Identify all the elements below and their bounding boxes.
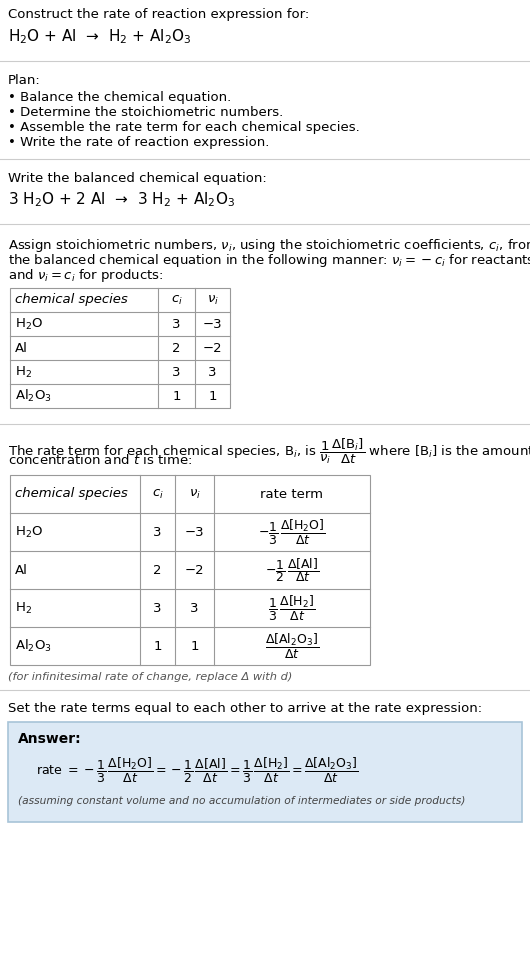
Text: the balanced chemical equation in the following manner: $\nu_i = -c_i$ for react: the balanced chemical equation in the fo… bbox=[8, 252, 530, 269]
Text: and $\nu_i = c_i$ for products:: and $\nu_i = c_i$ for products: bbox=[8, 267, 164, 284]
Text: 1: 1 bbox=[190, 639, 199, 653]
Text: −2: −2 bbox=[184, 563, 204, 577]
Text: $\nu_i$: $\nu_i$ bbox=[207, 294, 218, 306]
Text: H$_2$O: H$_2$O bbox=[15, 316, 43, 332]
Text: 3: 3 bbox=[172, 317, 181, 331]
Text: chemical species: chemical species bbox=[15, 487, 128, 501]
FancyBboxPatch shape bbox=[8, 722, 522, 822]
Bar bbox=[10, 288, 230, 408]
Bar bbox=[10, 475, 370, 665]
Text: 1: 1 bbox=[208, 389, 217, 402]
Text: 3: 3 bbox=[208, 365, 217, 379]
Text: Construct the rate of reaction expression for:: Construct the rate of reaction expressio… bbox=[8, 8, 309, 21]
Text: 2: 2 bbox=[172, 342, 181, 354]
Text: 3: 3 bbox=[153, 601, 162, 615]
Text: $\dfrac{1}{3}\,\dfrac{\Delta[\mathrm{H_2}]}{\Delta t}$: $\dfrac{1}{3}\,\dfrac{\Delta[\mathrm{H_2… bbox=[268, 593, 316, 623]
Text: Al: Al bbox=[15, 563, 28, 577]
Text: $c_i$: $c_i$ bbox=[152, 487, 163, 501]
Text: 1: 1 bbox=[172, 389, 181, 402]
Text: H$_2$: H$_2$ bbox=[15, 600, 32, 616]
Text: Set the rate terms equal to each other to arrive at the rate expression:: Set the rate terms equal to each other t… bbox=[8, 702, 482, 715]
Text: Al$_2$O$_3$: Al$_2$O$_3$ bbox=[15, 638, 52, 654]
Text: H$_2$: H$_2$ bbox=[15, 364, 32, 380]
Text: Answer:: Answer: bbox=[18, 732, 82, 746]
Text: Assign stoichiometric numbers, $\nu_i$, using the stoichiometric coefficients, $: Assign stoichiometric numbers, $\nu_i$, … bbox=[8, 237, 530, 254]
Text: $-\dfrac{1}{3}\,\dfrac{\Delta[\mathrm{H_2O}]}{\Delta t}$: $-\dfrac{1}{3}\,\dfrac{\Delta[\mathrm{H_… bbox=[258, 517, 326, 547]
Text: 3: 3 bbox=[153, 525, 162, 539]
Text: $-\dfrac{1}{2}\,\dfrac{\Delta[\mathrm{Al}]}{\Delta t}$: $-\dfrac{1}{2}\,\dfrac{\Delta[\mathrm{Al… bbox=[265, 556, 319, 584]
Text: −2: −2 bbox=[202, 342, 222, 354]
Text: −3: −3 bbox=[202, 317, 222, 331]
Text: 3: 3 bbox=[190, 601, 199, 615]
Text: 3: 3 bbox=[172, 365, 181, 379]
Text: concentration and $t$ is time:: concentration and $t$ is time: bbox=[8, 453, 192, 467]
Text: (assuming constant volume and no accumulation of intermediates or side products): (assuming constant volume and no accumul… bbox=[18, 796, 465, 806]
Text: 3 H$_2$O + 2 Al  →  3 H$_2$ + Al$_2$O$_3$: 3 H$_2$O + 2 Al → 3 H$_2$ + Al$_2$O$_3$ bbox=[8, 190, 235, 209]
Text: Write the balanced chemical equation:: Write the balanced chemical equation: bbox=[8, 172, 267, 185]
Text: rate $= -\dfrac{1}{3}\,\dfrac{\Delta[\mathrm{H_2O}]}{\Delta t}= -\dfrac{1}{2}\,\: rate $= -\dfrac{1}{3}\,\dfrac{\Delta[\ma… bbox=[36, 756, 359, 785]
Text: • Balance the chemical equation.: • Balance the chemical equation. bbox=[8, 91, 231, 104]
Text: 1: 1 bbox=[153, 639, 162, 653]
Text: −3: −3 bbox=[184, 525, 204, 539]
Text: chemical species: chemical species bbox=[15, 294, 128, 306]
Text: • Assemble the rate term for each chemical species.: • Assemble the rate term for each chemic… bbox=[8, 121, 360, 134]
Text: Plan:: Plan: bbox=[8, 74, 41, 87]
Text: (for infinitesimal rate of change, replace Δ with d): (for infinitesimal rate of change, repla… bbox=[8, 672, 293, 682]
Text: Al: Al bbox=[15, 342, 28, 354]
Text: $\dfrac{\Delta[\mathrm{Al_2O_3}]}{\Delta t}$: $\dfrac{\Delta[\mathrm{Al_2O_3}]}{\Delta… bbox=[265, 631, 319, 661]
Text: $c_i$: $c_i$ bbox=[171, 294, 182, 306]
Text: Al$_2$O$_3$: Al$_2$O$_3$ bbox=[15, 387, 52, 404]
Text: 2: 2 bbox=[153, 563, 162, 577]
Text: H$_2$O + Al  →  H$_2$ + Al$_2$O$_3$: H$_2$O + Al → H$_2$ + Al$_2$O$_3$ bbox=[8, 27, 192, 46]
Text: • Determine the stoichiometric numbers.: • Determine the stoichiometric numbers. bbox=[8, 106, 283, 119]
Text: rate term: rate term bbox=[261, 487, 323, 501]
Text: $\nu_i$: $\nu_i$ bbox=[189, 487, 200, 501]
Text: The rate term for each chemical species, B$_i$, is $\dfrac{1}{\nu_i}\dfrac{\Delt: The rate term for each chemical species,… bbox=[8, 437, 530, 467]
Text: • Write the rate of reaction expression.: • Write the rate of reaction expression. bbox=[8, 136, 269, 149]
Text: H$_2$O: H$_2$O bbox=[15, 524, 43, 540]
